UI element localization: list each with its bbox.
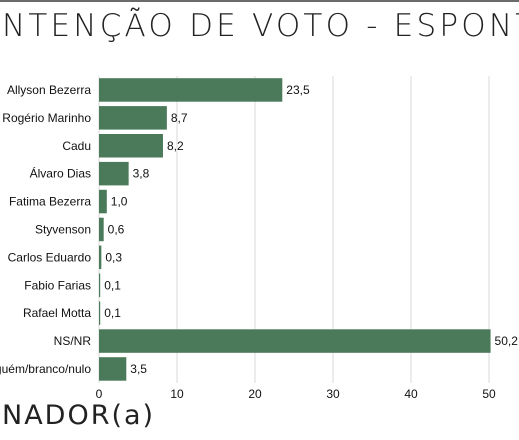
- category-label: Carlos Eduardo: [8, 250, 92, 264]
- data-label: 3,8: [133, 167, 150, 181]
- data-label: 8,7: [171, 111, 188, 125]
- bar: [99, 273, 101, 297]
- x-tick-label: 20: [248, 387, 262, 401]
- chart-title: NTENÇÃO DE VOTO - ESPONT: [2, 8, 519, 44]
- bar: [99, 329, 491, 353]
- data-label: 0,1: [104, 306, 121, 320]
- top-rule: [0, 0, 519, 2]
- x-tick-label: 10: [170, 387, 184, 401]
- data-label: 50,2: [495, 334, 519, 348]
- category-label: Álvaro Dias: [30, 166, 91, 181]
- x-tick-labels: 0 10 20 30 40 50: [96, 387, 496, 401]
- x-tick-label: 50: [482, 387, 496, 401]
- value-labels: 23,5 8,7 8,2 3,8 1,0 0,6 0,3 0,1 0,1 50,2 3,5: [104, 83, 518, 376]
- section-subtitle: NADOR(a): [2, 400, 156, 431]
- category-label: Fatima Bezerra: [9, 195, 91, 209]
- data-label: 0,1: [104, 278, 121, 292]
- x-tick-label: 30: [326, 387, 340, 401]
- bar: [99, 161, 129, 186]
- data-label: 1,0: [111, 195, 128, 209]
- data-label: 0,6: [108, 222, 125, 236]
- bar: [99, 245, 102, 270]
- bar: [99, 78, 283, 102]
- category-label: Allyson Bezerra: [7, 83, 91, 97]
- bar: [99, 134, 163, 158]
- bar: [99, 357, 127, 381]
- category-label: Ninguém/branco/nulo: [0, 362, 91, 376]
- category-label: Cadu: [62, 139, 91, 153]
- category-label: Rogério Marinho: [2, 111, 91, 125]
- bar: [99, 217, 104, 242]
- category-label: NS/NR: [54, 334, 92, 348]
- x-tick-label: 0: [96, 387, 103, 401]
- data-label: 3,5: [130, 362, 147, 376]
- bars: [99, 78, 491, 381]
- bar: [99, 106, 167, 130]
- data-label: 0,3: [105, 250, 122, 264]
- x-tick-label: 40: [404, 387, 418, 401]
- data-label: 8,2: [167, 139, 184, 153]
- category-label: Styvenson: [35, 222, 91, 236]
- bar: [99, 189, 107, 214]
- bar: [99, 301, 101, 325]
- category-label: Rafael Motta: [23, 306, 91, 320]
- category-labels: Allyson Bezerra Rogério Marinho Cadu Álvaro…: [0, 83, 91, 376]
- category-label: Fabio Farias: [24, 278, 91, 292]
- data-label: 23,5: [286, 83, 310, 97]
